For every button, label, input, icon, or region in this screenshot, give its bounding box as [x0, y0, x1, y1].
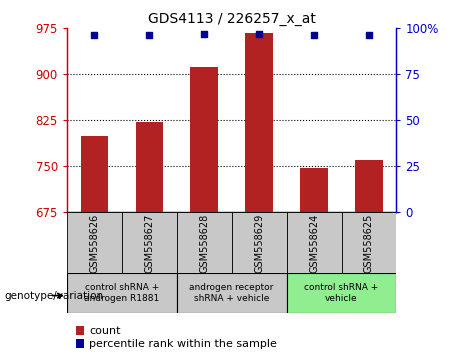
- Bar: [287, 273, 396, 313]
- Text: GSM558627: GSM558627: [144, 214, 154, 273]
- Bar: [355, 160, 383, 212]
- Title: GDS4113 / 226257_x_at: GDS4113 / 226257_x_at: [148, 12, 316, 26]
- Bar: [342, 212, 396, 274]
- Bar: [287, 212, 342, 274]
- Text: control shRNA +
androgen R1881: control shRNA + androgen R1881: [84, 283, 160, 303]
- Text: percentile rank within the sample: percentile rank within the sample: [89, 339, 277, 349]
- Text: GSM558625: GSM558625: [364, 214, 374, 273]
- Bar: [67, 273, 177, 313]
- Bar: [231, 212, 287, 274]
- Text: GSM558624: GSM558624: [309, 214, 319, 273]
- Bar: [136, 122, 163, 212]
- Bar: [81, 136, 108, 212]
- Point: [255, 31, 263, 37]
- Bar: [245, 33, 273, 212]
- Text: androgen receptor
shRNA + vehicle: androgen receptor shRNA + vehicle: [189, 283, 274, 303]
- Text: genotype/variation: genotype/variation: [5, 291, 104, 301]
- Bar: [300, 167, 328, 212]
- Bar: [190, 67, 218, 212]
- Bar: [67, 212, 122, 274]
- Text: GSM558628: GSM558628: [199, 214, 209, 273]
- Text: GSM558626: GSM558626: [89, 214, 99, 273]
- Bar: [177, 273, 287, 313]
- Point: [91, 32, 98, 38]
- Text: count: count: [89, 326, 120, 336]
- Bar: [122, 212, 177, 274]
- Point: [201, 31, 208, 37]
- Point: [310, 32, 318, 38]
- Bar: [177, 212, 231, 274]
- Text: control shRNA +
vehicle: control shRNA + vehicle: [304, 283, 378, 303]
- Text: GSM558629: GSM558629: [254, 214, 264, 273]
- Point: [146, 32, 153, 38]
- Point: [365, 32, 372, 38]
